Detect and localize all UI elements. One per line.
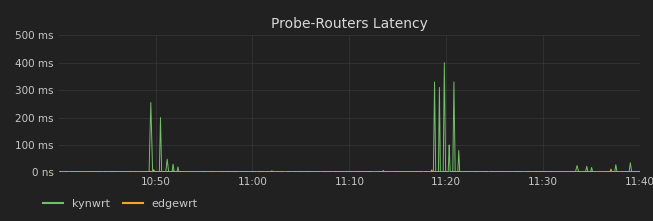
kynwrt [190,171,198,173]
Line: kynwrt: kynwrt [59,63,640,172]
Title: Probe-Routers Latency: Probe-Routers Latency [271,17,428,31]
edgewrt [507,171,515,174]
edgewrt [55,171,63,174]
Legend: kynwrt, edgewrt: kynwrt, edgewrt [39,194,202,213]
edgewrt [636,171,644,174]
kynwrt [55,171,63,174]
edgewrt [607,168,615,170]
edgewrt [631,171,639,174]
kynwrt [274,171,281,174]
Line: edgewrt: edgewrt [59,169,640,172]
kynwrt [594,171,601,174]
edgewrt [190,171,198,173]
kynwrt [631,171,639,173]
kynwrt [636,171,644,173]
kynwrt [440,61,448,64]
kynwrt [193,171,200,173]
edgewrt [274,171,281,174]
kynwrt [196,171,204,173]
edgewrt [315,171,323,173]
edgewrt [196,171,204,174]
edgewrt [193,171,200,173]
kynwrt [315,171,323,173]
